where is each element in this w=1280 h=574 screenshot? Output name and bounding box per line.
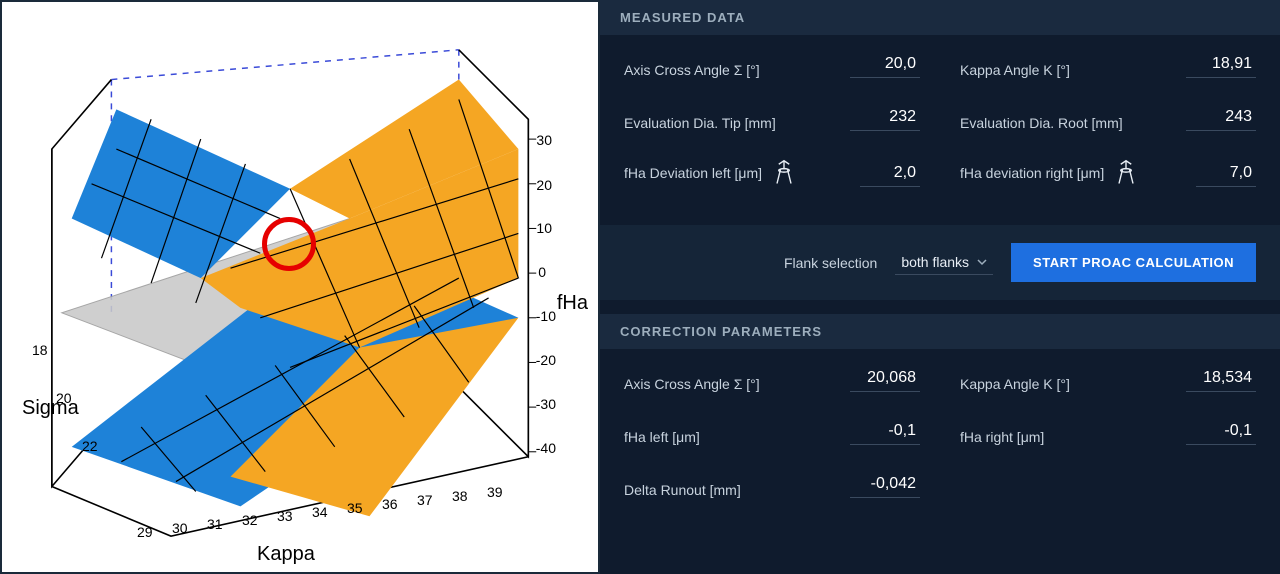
value-corr-kappa: 18,534 xyxy=(1186,367,1256,392)
measured-data-header: MEASURED DATA xyxy=(600,0,1280,35)
tick-kappa-6: 35 xyxy=(347,500,363,516)
tick-kappa-5: 34 xyxy=(312,504,328,520)
value-eval-dia-tip[interactable]: 232 xyxy=(850,106,920,131)
tick-fha-6: 20 xyxy=(536,177,552,193)
tick-fha-1: -30 xyxy=(536,396,556,412)
tick-kappa-9: 38 xyxy=(452,488,468,504)
field-fha-left: fHa Deviation left [μm] 2,0 xyxy=(624,159,920,187)
field-corr-fha-left: fHa left [μm] -0,1 xyxy=(624,420,920,445)
label-corr-axis-cross: Axis Cross Angle Σ [°] xyxy=(624,376,850,392)
spacer xyxy=(600,300,1280,314)
caliper-right-icon xyxy=(1112,159,1140,187)
field-corr-kappa: Kappa Angle K [°] 18,534 xyxy=(960,367,1256,392)
tick-sigma-0: 18 xyxy=(32,342,48,358)
tick-fha-0: -40 xyxy=(536,440,556,456)
label-eval-dia-tip: Evaluation Dia. Tip [mm] xyxy=(624,115,850,131)
tick-sigma-2: 22 xyxy=(82,438,98,454)
value-corr-fha-right: -0,1 xyxy=(1186,420,1256,445)
tick-kappa-4: 33 xyxy=(277,508,293,524)
caliper-left-icon xyxy=(770,159,798,187)
field-fha-right: fHa deviation right [μm] 7,0 xyxy=(960,159,1256,187)
tick-kappa-3: 32 xyxy=(242,512,258,528)
tick-kappa-2: 31 xyxy=(207,516,223,532)
label-fha-right-text: fHa deviation right [μm] xyxy=(960,165,1104,181)
value-fha-left[interactable]: 2,0 xyxy=(860,162,920,187)
field-delta-runout: Delta Runout [mm] -0,042 xyxy=(624,473,920,498)
chart-svg xyxy=(32,20,568,556)
tick-kappa-1: 30 xyxy=(172,520,188,536)
intersection-marker-icon xyxy=(262,217,316,271)
field-kappa-angle: Kappa Angle K [°] 18,91 xyxy=(960,53,1256,78)
value-axis-cross-angle[interactable]: 20,0 xyxy=(850,53,920,78)
label-corr-kappa: Kappa Angle K [°] xyxy=(960,376,1186,392)
field-eval-dia-root: Evaluation Dia. Root [mm] 243 xyxy=(960,106,1256,131)
tick-fha-5: 10 xyxy=(536,220,552,236)
label-fha-left: fHa Deviation left [μm] xyxy=(624,159,860,187)
tick-kappa-10: 39 xyxy=(487,484,503,500)
form-panel: MEASURED DATA Axis Cross Angle Σ [°] 20,… xyxy=(600,0,1280,574)
label-corr-fha-right: fHa right [μm] xyxy=(960,429,1186,445)
tick-kappa-0: 29 xyxy=(137,524,153,540)
chart-3d-surface: Sigma Kappa fHa 18 20 22 29 30 31 32 33 … xyxy=(0,0,600,574)
tick-kappa-7: 36 xyxy=(382,496,398,512)
chevron-down-icon xyxy=(977,257,987,267)
flank-selection-dropdown[interactable]: both flanks xyxy=(895,250,993,275)
value-fha-right[interactable]: 7,0 xyxy=(1196,162,1256,187)
tick-kappa-8: 37 xyxy=(417,492,433,508)
label-eval-dia-root: Evaluation Dia. Root [mm] xyxy=(960,115,1186,131)
label-axis-cross-angle: Axis Cross Angle Σ [°] xyxy=(624,62,850,78)
field-eval-dia-tip: Evaluation Dia. Tip [mm] 232 xyxy=(624,106,920,131)
axis-label-fha: fHa xyxy=(557,292,588,315)
flank-selection-value: both flanks xyxy=(901,254,969,270)
axis-label-kappa: Kappa xyxy=(257,543,315,566)
value-corr-axis-cross: 20,068 xyxy=(850,367,920,392)
field-corr-axis-cross: Axis Cross Angle Σ [°] 20,068 xyxy=(624,367,920,392)
correction-parameters-header: CORRECTION PARAMETERS xyxy=(600,314,1280,349)
value-corr-fha-left: -0,1 xyxy=(850,420,920,445)
tick-fha-7: 30 xyxy=(536,132,552,148)
tick-fha-4: 0 xyxy=(538,264,546,280)
action-row: Flank selection both flanks START PROAC … xyxy=(600,225,1280,300)
tick-sigma-1: 20 xyxy=(56,390,72,406)
value-kappa-angle[interactable]: 18,91 xyxy=(1186,53,1256,78)
measured-data-body: Axis Cross Angle Σ [°] 20,0 Kappa Angle … xyxy=(600,35,1280,225)
field-corr-fha-right: fHa right [μm] -0,1 xyxy=(960,420,1256,445)
tick-fha-3: -10 xyxy=(536,308,556,324)
value-delta-runout: -0,042 xyxy=(850,473,920,498)
field-axis-cross-angle: Axis Cross Angle Σ [°] 20,0 xyxy=(624,53,920,78)
label-delta-runout: Delta Runout [mm] xyxy=(624,482,850,498)
label-kappa-angle: Kappa Angle K [°] xyxy=(960,62,1186,78)
correction-parameters-body: Axis Cross Angle Σ [°] 20,068 Kappa Angl… xyxy=(600,349,1280,536)
label-fha-right: fHa deviation right [μm] xyxy=(960,159,1196,187)
flank-selection-label: Flank selection xyxy=(784,255,877,271)
tick-fha-2: -20 xyxy=(536,352,556,368)
label-fha-left-text: fHa Deviation left [μm] xyxy=(624,165,762,181)
label-corr-fha-left: fHa left [μm] xyxy=(624,429,850,445)
start-proac-button[interactable]: START PROAC CALCULATION xyxy=(1011,243,1256,282)
value-eval-dia-root[interactable]: 243 xyxy=(1186,106,1256,131)
